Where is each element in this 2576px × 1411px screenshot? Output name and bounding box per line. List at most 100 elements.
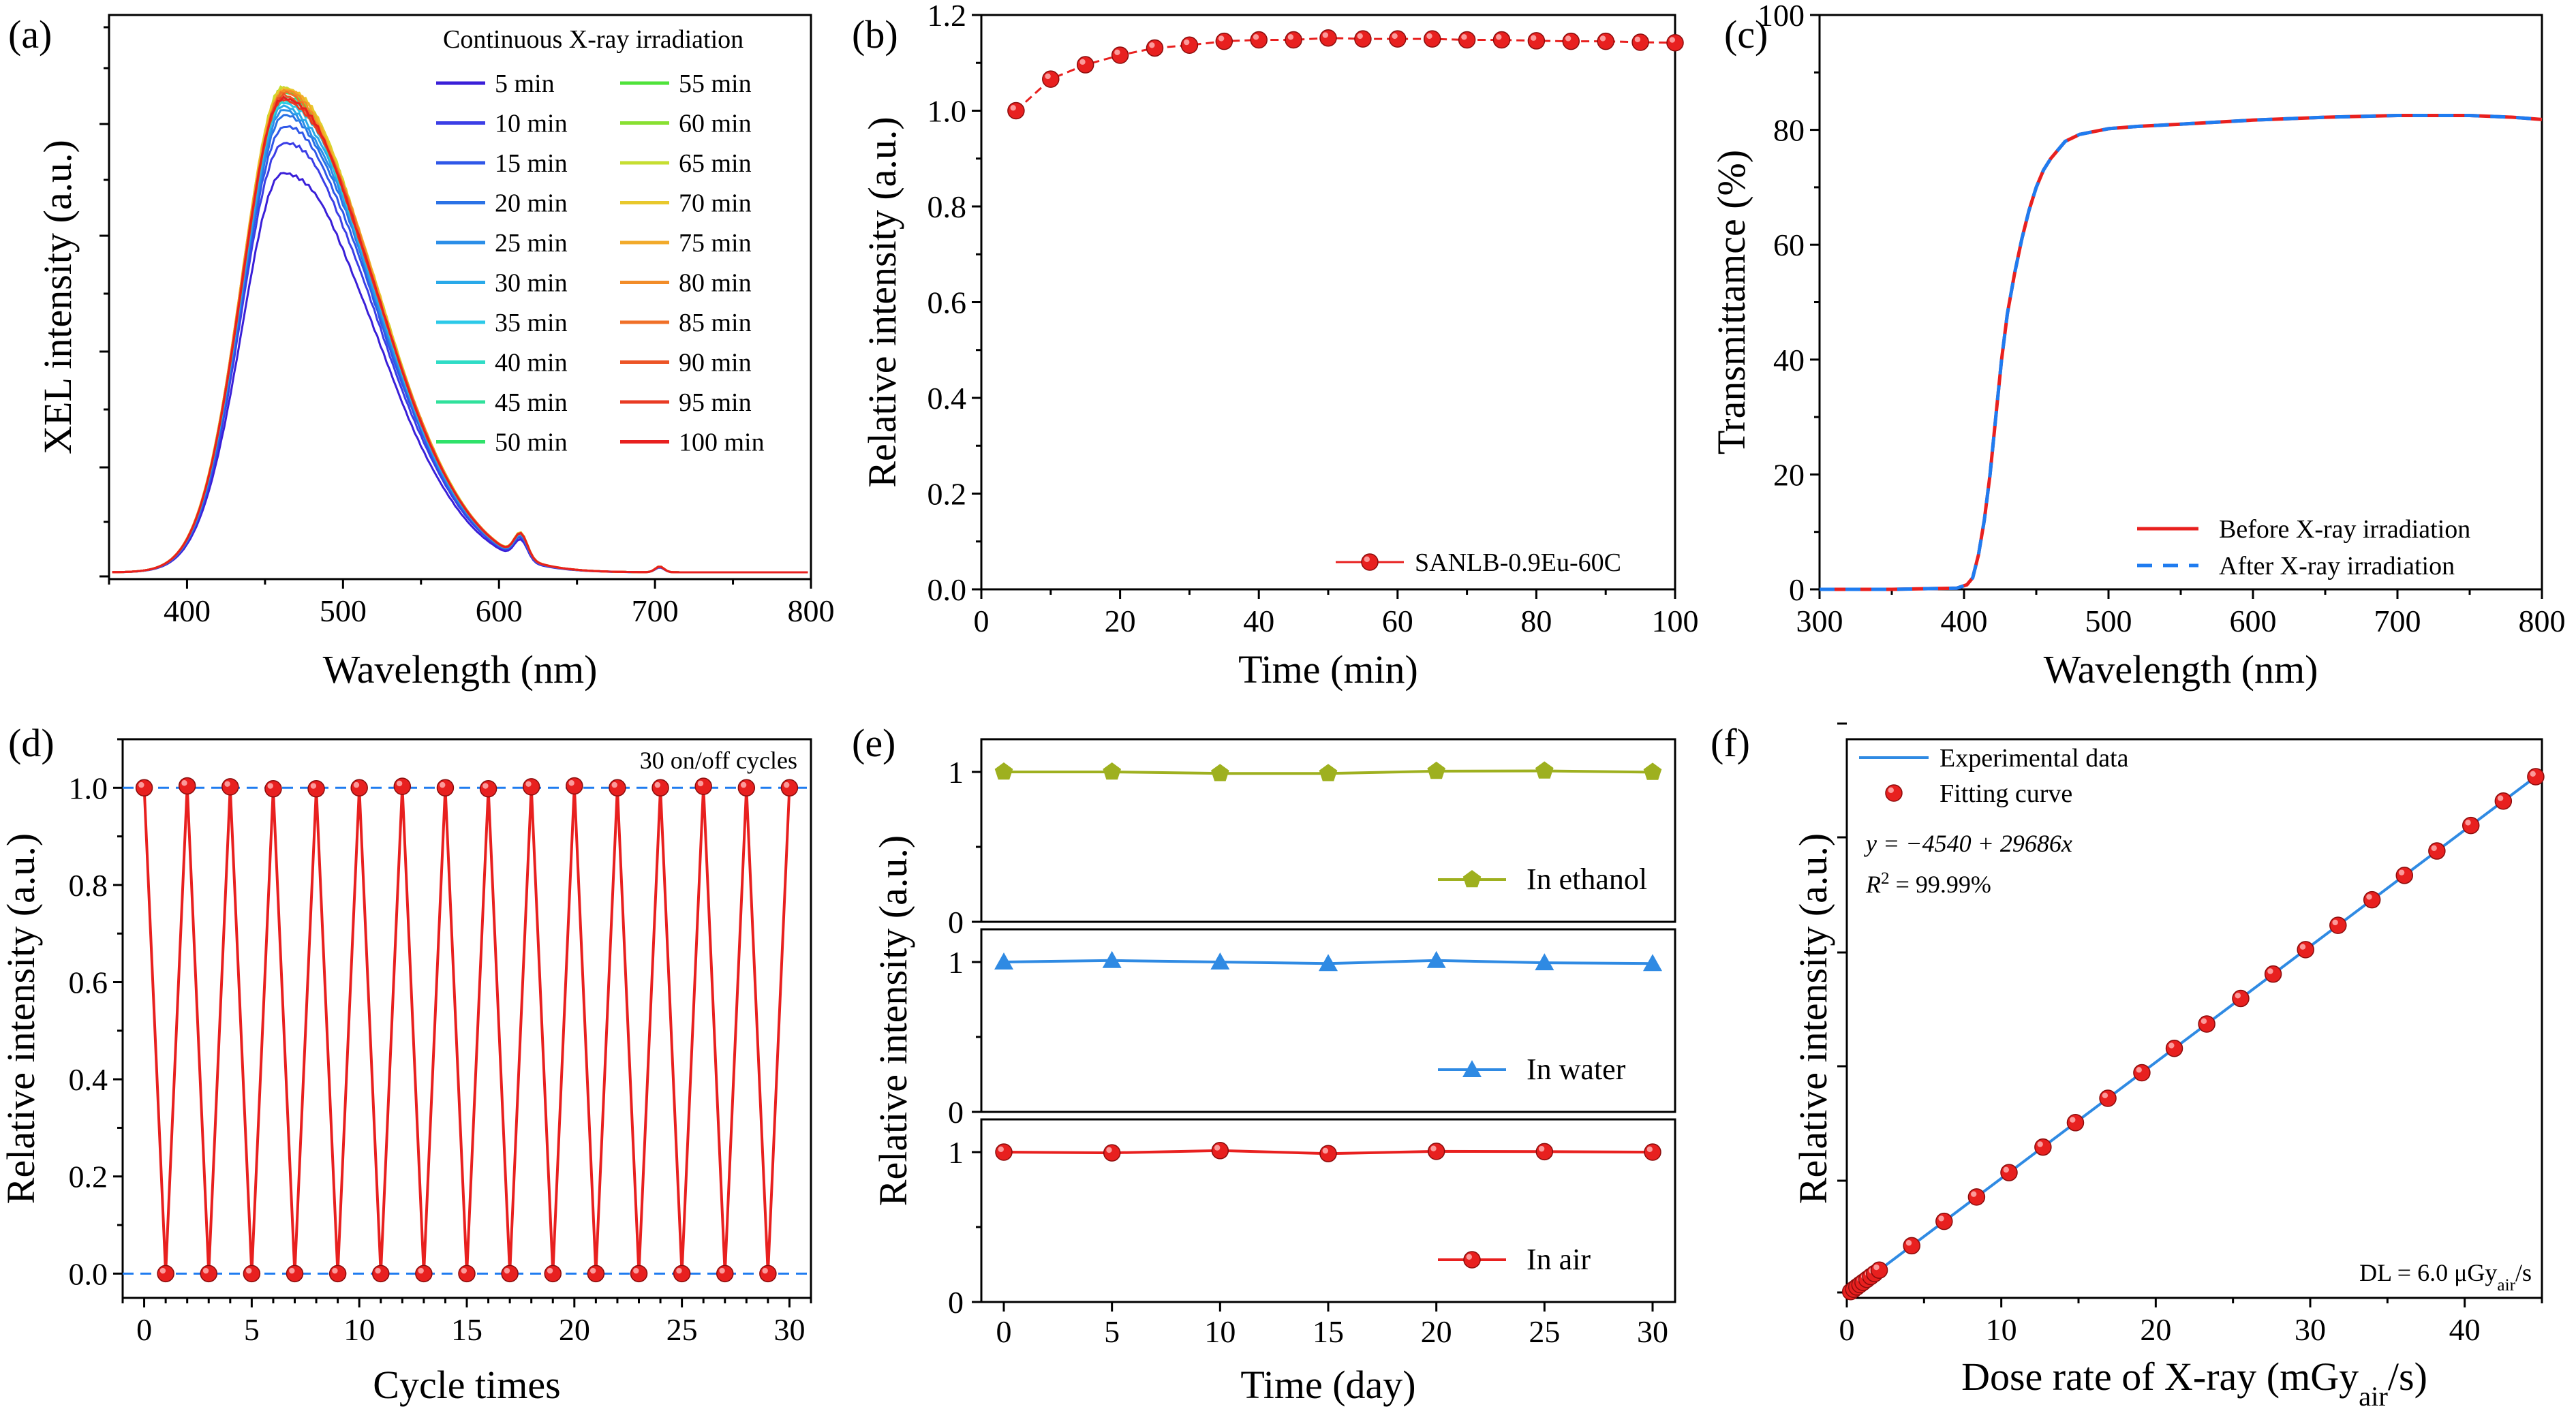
- b-x-tick-label: 60: [1382, 604, 1413, 638]
- e-y-tick-label: 0: [948, 905, 964, 940]
- a-legend-label: 30 min: [495, 269, 568, 298]
- e-data-point: [1643, 954, 1662, 972]
- f-data-point: [2494, 792, 2513, 810]
- b-legend-label: SANLB-0.9Eu-60C: [1415, 548, 1621, 577]
- e-data-point: [1319, 1145, 1337, 1162]
- b-data-point: [1250, 31, 1268, 49]
- d-data-point: [393, 777, 412, 795]
- b-y-tick-label: 0.2: [927, 477, 967, 512]
- d-data-point-highlight: [224, 781, 230, 787]
- a-legend-label: 10 min: [495, 110, 568, 138]
- d-data-point: [479, 779, 497, 798]
- f-data-point: [2066, 1114, 2085, 1132]
- a-legend-label: 5 min: [495, 69, 555, 98]
- d-data-point: [759, 1265, 777, 1283]
- b-data-point-highlight: [1218, 35, 1225, 42]
- d-data-point-highlight: [654, 781, 661, 788]
- d-data-point-highlight: [245, 1267, 252, 1274]
- b-x-tick-label: 0: [974, 604, 990, 638]
- f-data-point: [2297, 941, 2314, 959]
- e-data-point: [995, 1143, 1013, 1161]
- c-y-tick-label: 0: [1789, 572, 1805, 607]
- d-cycle-line: [142, 786, 791, 1274]
- d-data-point-highlight: [289, 1267, 295, 1274]
- d-x-tick-label: 30: [773, 1312, 805, 1347]
- b-data-point: [1389, 30, 1407, 48]
- f-data-point-highlight: [1905, 1240, 1912, 1246]
- c-legend-label-after: After X-ray irradiation: [2219, 552, 2455, 580]
- f-legend-marker: [1885, 784, 1903, 802]
- e-legend-label: In ethanol: [1527, 863, 1647, 896]
- f-legend-marker-highlight: [1888, 787, 1894, 794]
- b-data-point-highlight: [1287, 34, 1294, 40]
- d-data-point: [178, 777, 196, 795]
- c-x-tick-label: 400: [1941, 604, 1988, 638]
- e-y-tick-label: 1: [948, 945, 964, 980]
- a-legend-label: 20 min: [495, 189, 568, 218]
- e-legend-label: In water: [1527, 1053, 1626, 1086]
- b-data-point: [1492, 31, 1511, 49]
- e-data-point: [1211, 1142, 1229, 1160]
- f-data-point-highlight: [2431, 845, 2437, 852]
- d-data-point: [716, 1265, 734, 1283]
- e-x-tick-label: 25: [1529, 1314, 1560, 1349]
- f-data-point: [2462, 816, 2480, 835]
- e-legend-marker-highlight: [1466, 1254, 1472, 1260]
- b-y-axis-label: Relative intensity (a.u.): [860, 117, 904, 487]
- a-x-tick-label: 600: [476, 593, 523, 628]
- f-fit-line: [1850, 775, 2537, 1293]
- f-data-point: [1870, 1261, 1888, 1279]
- c-y-tick-label: 60: [1773, 228, 1805, 262]
- d-x-axis-label: Cycle times: [373, 1363, 560, 1407]
- d-data-point-highlight: [418, 1267, 424, 1274]
- d-x-tick-label: 15: [451, 1312, 482, 1347]
- e-y-axis-label: Relative intensity (a.u.): [871, 835, 915, 1206]
- c-y-tick-label: 80: [1773, 113, 1805, 148]
- d-data-point-highlight: [267, 783, 273, 789]
- b-data-point: [1319, 29, 1337, 47]
- f-plot-frame: [1845, 738, 2543, 1299]
- f-data-point: [2034, 1138, 2052, 1156]
- f-data-point: [2264, 965, 2282, 983]
- e-x-tick-label: 30: [1637, 1314, 1668, 1349]
- a-legend-label: 40 min: [495, 349, 568, 377]
- f-data-point: [2527, 768, 2545, 786]
- a-series-line: [112, 95, 808, 574]
- panel-e: (e) Time (day) Relative intensity (a.u.) 0 1…: [852, 721, 1676, 1407]
- c-legend-label-before: Before X-ray irradiation: [2219, 515, 2470, 544]
- d-data-point: [286, 1265, 304, 1283]
- b-data-point-highlight: [1565, 35, 1571, 42]
- b-data-point: [1354, 30, 1372, 48]
- d-data-point-highlight: [633, 1267, 639, 1274]
- a-x-tick-label: 700: [632, 593, 679, 628]
- b-data-point-highlight: [1149, 42, 1155, 48]
- f-data-point-highlight: [2201, 1018, 2207, 1024]
- e-data-point: [994, 952, 1013, 970]
- b-data-point: [1042, 70, 1060, 88]
- f-data-point: [2198, 1015, 2215, 1033]
- c-x-axis-label: Wavelength (nm): [2044, 647, 2318, 692]
- b-data-point-highlight: [1531, 35, 1537, 41]
- f-data-point-highlight: [1971, 1191, 1977, 1197]
- e-data-point: [1535, 761, 1554, 779]
- a-legend-label: 15 min: [495, 149, 568, 178]
- d-y-tick-label: 1.0: [69, 771, 108, 805]
- e-legend-label: In air: [1527, 1243, 1591, 1276]
- b-legend-marker-highlight: [1364, 556, 1370, 562]
- c-x-tick-label: 800: [2519, 604, 2566, 638]
- e-data-point: [994, 762, 1013, 780]
- e-data-point: [1426, 950, 1446, 968]
- b-data-point-highlight: [1669, 37, 1675, 43]
- d-data-point-highlight: [697, 780, 704, 787]
- a-legend-label: 75 min: [679, 229, 752, 258]
- f-data-point: [2133, 1064, 2151, 1082]
- d-data-point: [522, 778, 540, 796]
- e-x-tick-label: 0: [996, 1314, 1012, 1349]
- d-data-point: [780, 779, 799, 797]
- e-data-point: [1102, 950, 1122, 968]
- d-data-point-highlight: [375, 1267, 381, 1274]
- f-data-point-highlight: [1873, 1264, 1880, 1271]
- d-x-tick-label: 5: [244, 1312, 260, 1347]
- b-data-point-highlight: [1322, 32, 1329, 38]
